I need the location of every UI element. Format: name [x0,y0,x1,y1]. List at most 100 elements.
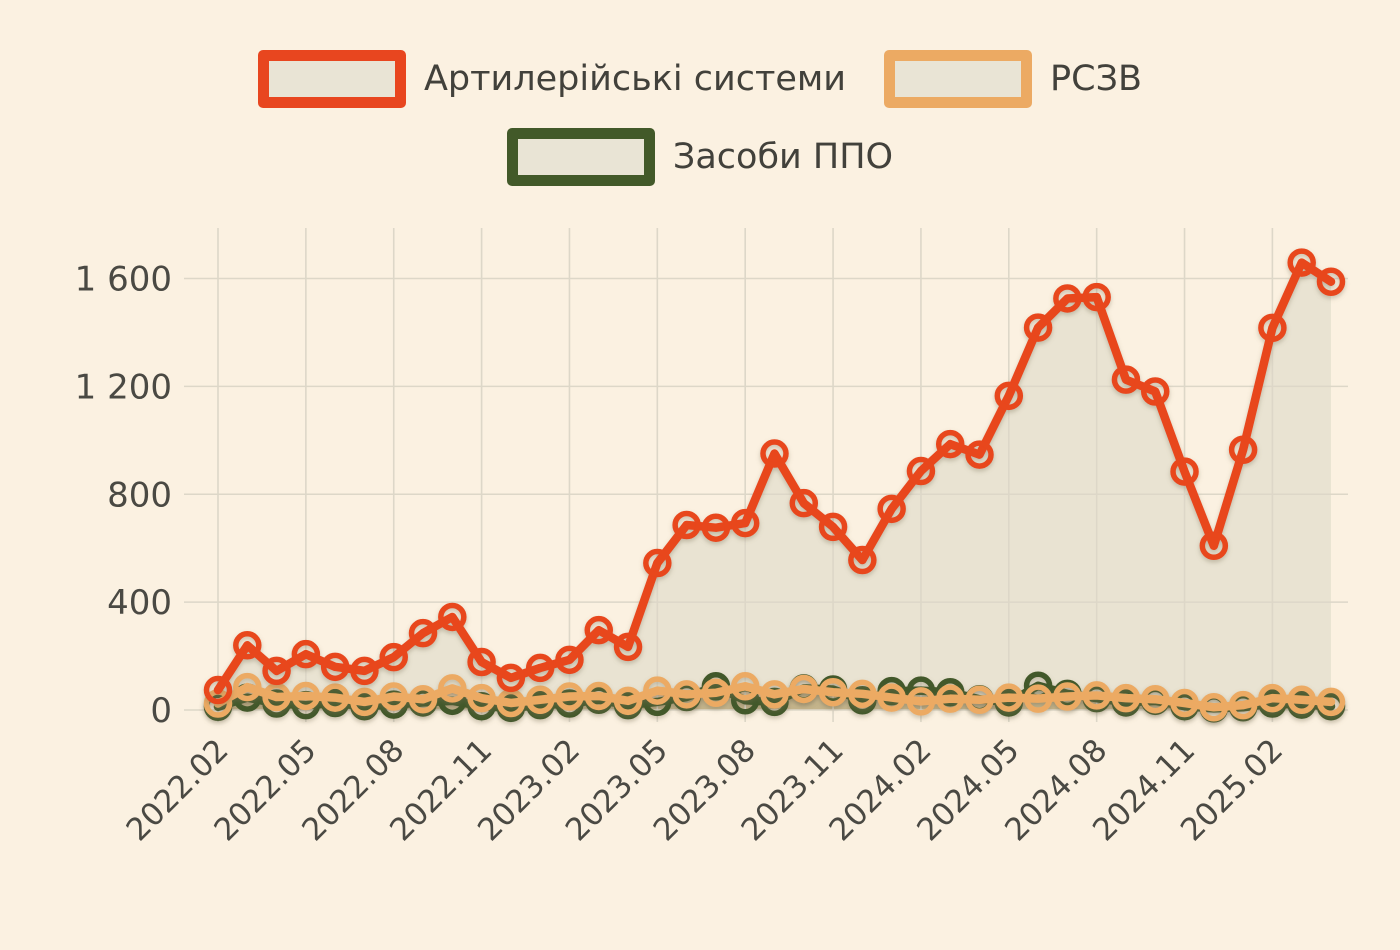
data-point-marker [1316,267,1346,296]
data-point-marker [1316,687,1346,717]
data-point-marker [906,456,936,486]
legend-item-air-defense: Засоби ППО [506,128,894,186]
y-tick-label: 800 [107,475,172,515]
data-point-marker [1140,684,1170,714]
data-point-marker [1023,684,1053,713]
data-point-marker [613,632,643,662]
legend-label-artillery: Артилерійські системи [423,58,847,99]
data-point-marker [320,652,350,682]
data-point-marker [877,683,906,712]
data-point-marker [467,683,496,713]
data-point-marker [643,548,672,578]
data-point-marker [320,683,350,712]
data-point-marker [350,656,379,686]
data-point-marker [994,683,1024,712]
chart-legend: Артилерійські системи РСЗВ Засоби ППО [0,50,1400,186]
legend-swatch-mlrs-icon [884,50,1033,108]
data-point-marker [1023,313,1053,342]
data-point-marker [350,687,379,717]
data-point-marker [262,656,291,686]
data-point-marker [1287,685,1316,715]
data-point-marker [1053,682,1082,711]
series-area-fills [218,262,1331,710]
data-point-marker [1140,377,1170,406]
data-point-marker [1053,284,1082,313]
data-point-marker [379,642,408,672]
legend-swatch-air-defense-icon [506,128,655,186]
data-point-marker [525,653,555,683]
data-point-marker [525,685,555,715]
data-point-marker [877,494,906,524]
data-point-marker [613,686,643,716]
y-tick-label: 400 [107,583,172,623]
data-point-marker [848,545,877,575]
data-point-marker [584,681,614,711]
data-point-marker [1199,531,1229,561]
data-point-marker [1199,693,1229,722]
data-point-marker [672,680,701,709]
data-point-marker [1082,282,1111,312]
data-point-marker [760,439,789,468]
data-point-marker [818,512,848,542]
data-point-marker [438,674,467,703]
data-point-marker [1258,313,1287,343]
data-point-marker [848,679,877,709]
data-point-marker [643,676,672,705]
data-point-marker [994,381,1024,411]
data-point-marker [203,675,233,705]
data-point-marker [1287,248,1316,277]
data-point-marker [1111,683,1141,713]
legend-item-artillery: Артилерійські системи [257,50,847,108]
data-point-marker [584,615,614,645]
data-point-marker [1228,435,1258,465]
series-1-line-group [203,672,1346,722]
data-point-marker [701,678,731,707]
data-point-marker [555,682,584,711]
legend-row-2: Засоби ППО [506,128,894,186]
data-point-marker [555,645,584,675]
data-point-marker [1082,681,1111,710]
data-point-marker [1258,683,1287,713]
data-point-marker [935,429,965,459]
legend-row-1: Артилерійські системи РСЗВ [257,50,1142,108]
data-point-marker [379,682,408,711]
data-point-marker [906,687,936,716]
data-point-marker [1170,688,1199,718]
data-point-marker [789,674,819,704]
data-point-marker [760,680,789,709]
legend-label-mlrs: РСЗВ [1050,58,1143,99]
data-point-marker [233,631,262,660]
data-point-marker [408,618,438,648]
legend-label-air-defense: Засоби ППО [672,136,894,177]
data-point-marker [730,508,760,538]
data-point-marker [965,440,994,469]
data-point-marker [672,510,701,540]
data-point-marker [262,682,291,712]
data-point-marker [730,672,760,701]
legend-swatch-artillery-icon [257,50,406,108]
data-point-marker [1111,365,1141,394]
data-point-marker [1228,690,1258,720]
data-point-marker [789,488,819,518]
y-tick-label: 1 600 [75,260,172,300]
data-point-marker [233,672,262,702]
x-axis-labels: 2022.022022.052022.082022.112023.022023.… [120,732,1291,848]
data-point-marker [496,663,526,693]
data-point-marker [291,681,321,711]
area-fill-series-0 [218,262,1331,710]
y-tick-label: 1 200 [75,367,172,407]
data-point-marker [408,684,438,714]
data-point-marker [291,639,321,669]
data-point-marker [818,677,848,707]
data-point-marker [438,602,467,632]
data-point-marker [965,685,994,715]
legend-item-mlrs: РСЗВ [884,50,1142,108]
y-axis-labels: 0 400 800 1 200 1 600 [75,260,172,732]
y-tick-label: 0 [150,691,172,731]
series-0-line-group [203,248,1346,705]
data-point-marker [1170,457,1199,486]
data-point-marker [467,647,496,677]
data-point-marker [935,684,965,713]
